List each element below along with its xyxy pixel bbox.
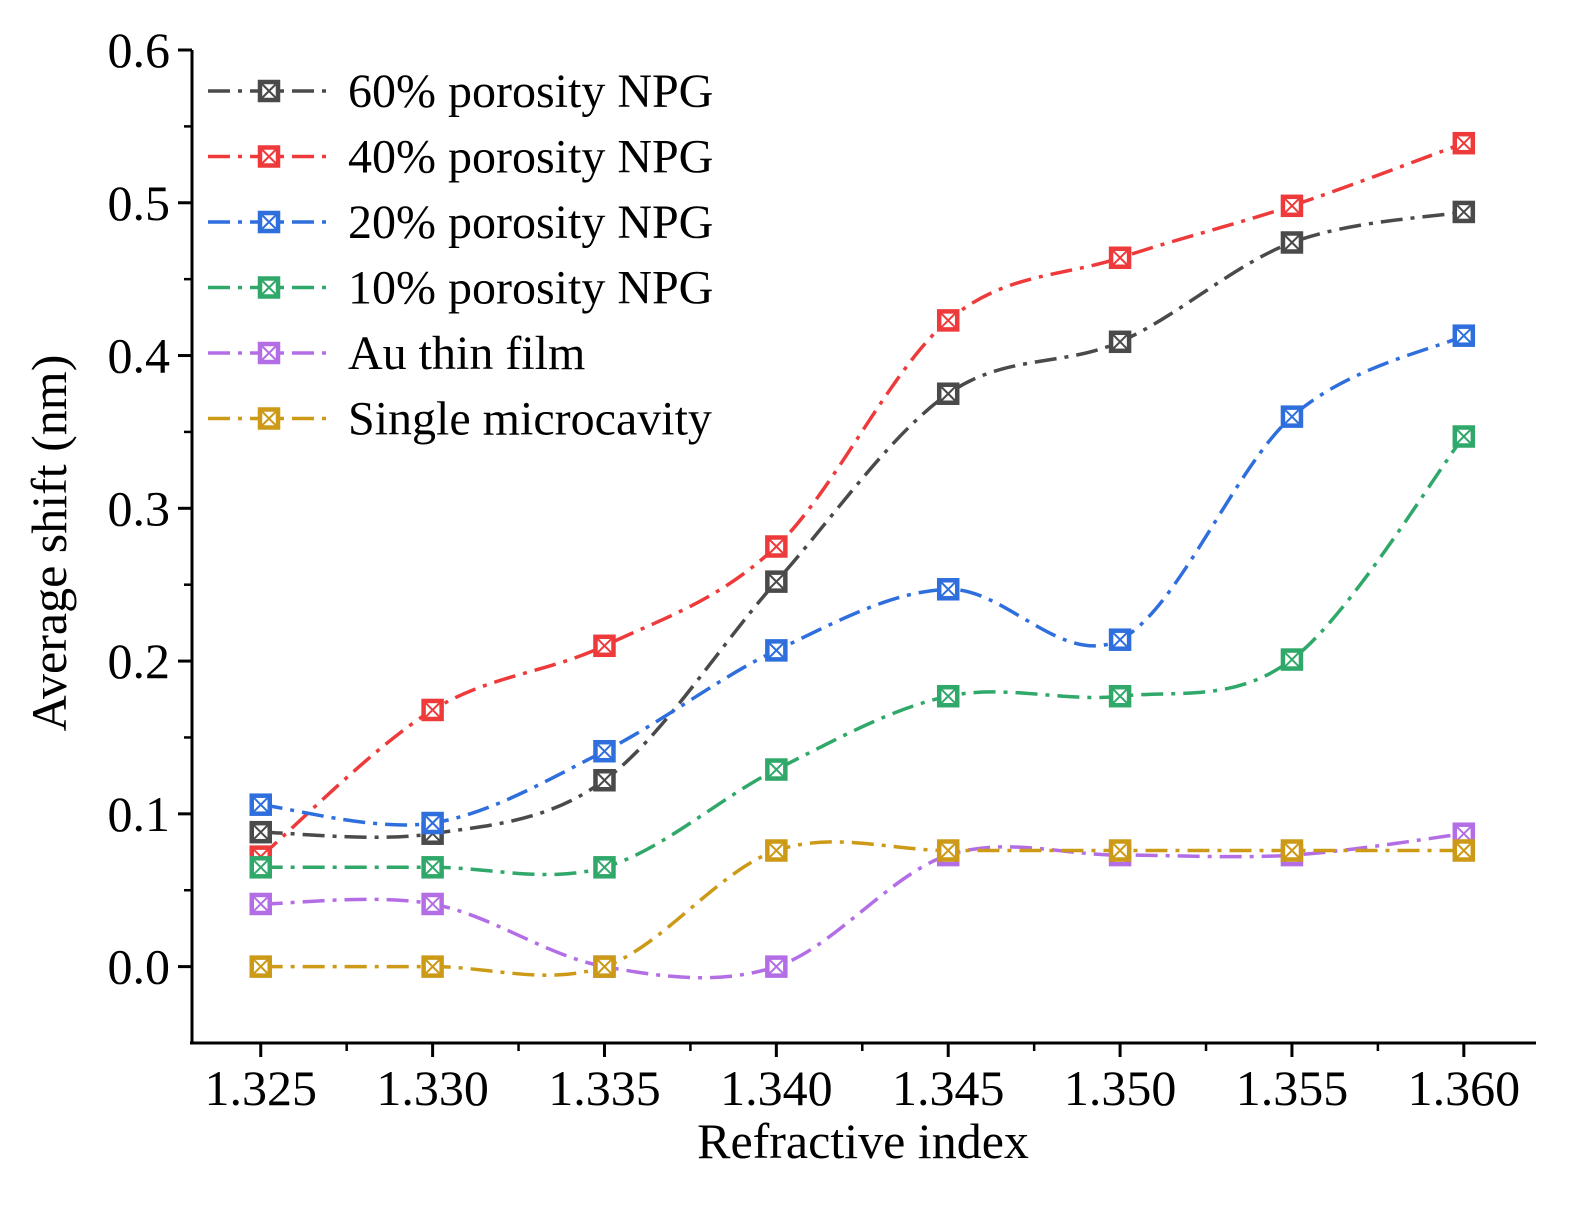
data-point bbox=[1108, 330, 1132, 354]
x-tick-label: 1.350 bbox=[1064, 1060, 1177, 1116]
data-point bbox=[765, 639, 788, 662]
data-point bbox=[1452, 200, 1476, 224]
legend-marker bbox=[257, 79, 281, 103]
data-point bbox=[1452, 425, 1476, 448]
data-point bbox=[249, 793, 272, 816]
data-point bbox=[1280, 648, 1304, 671]
legend-label: 10% porosity NPG bbox=[348, 262, 713, 315]
data-point bbox=[1280, 194, 1304, 218]
series-single-microcavity bbox=[249, 839, 1476, 978]
series-10-porosity-npg bbox=[249, 425, 1476, 879]
ticks-layer: 0.0 0.1 0.2 0.3 0.4 0.5 0.6 1.325 1.330 1.335 1.34… bbox=[108, 22, 1521, 1116]
x-tick-label: 1.355 bbox=[1236, 1060, 1349, 1116]
x-tick-label: 1.335 bbox=[548, 1060, 661, 1116]
data-point bbox=[936, 684, 960, 708]
data-point bbox=[1452, 324, 1476, 347]
series-line bbox=[260, 840, 1464, 977]
data-point bbox=[1108, 628, 1132, 651]
y-tick-label: 0.2 bbox=[108, 633, 171, 689]
data-point bbox=[1280, 231, 1304, 254]
legend-label: 40% porosity NPG bbox=[348, 131, 713, 184]
data-point bbox=[421, 811, 444, 835]
legend-item: 60% porosity NPG bbox=[208, 65, 713, 118]
data-point bbox=[936, 309, 960, 332]
legend-item: 40% porosity NPG bbox=[208, 131, 713, 184]
data-point bbox=[765, 758, 788, 781]
data-point bbox=[765, 955, 788, 978]
data-point bbox=[1108, 839, 1132, 862]
data-point bbox=[249, 955, 272, 978]
data-point bbox=[1280, 839, 1304, 862]
legend-item: 20% porosity NPG bbox=[208, 196, 713, 249]
legend-label: 60% porosity NPG bbox=[348, 65, 713, 118]
data-point bbox=[936, 578, 960, 601]
y-tick-label: 0.0 bbox=[108, 939, 171, 995]
series-60-porosity-npg bbox=[249, 200, 1476, 845]
y-tick-label: 0.3 bbox=[108, 480, 171, 536]
data-point bbox=[421, 955, 444, 978]
series-line bbox=[260, 210, 1465, 839]
y-tick-label: 0.6 bbox=[108, 22, 171, 78]
legend-item: Au thin film bbox=[208, 327, 585, 380]
legend-marker bbox=[257, 407, 281, 430]
legend-label: 20% porosity NPG bbox=[348, 196, 713, 249]
data-point bbox=[1452, 131, 1476, 155]
data-point bbox=[765, 570, 788, 593]
legend-item: 10% porosity NPG bbox=[208, 262, 713, 315]
data-point bbox=[936, 839, 960, 862]
data-point bbox=[1280, 405, 1304, 428]
x-tick-label: 1.360 bbox=[1408, 1060, 1521, 1116]
series-line bbox=[260, 334, 1465, 827]
data-point bbox=[249, 820, 272, 844]
x-axis-title: Refractive index bbox=[697, 1113, 1029, 1169]
data-point bbox=[421, 892, 444, 916]
series-40-porosity-npg bbox=[249, 131, 1476, 868]
data-point bbox=[936, 382, 960, 405]
series-20-porosity-npg bbox=[249, 324, 1476, 835]
legend-marker bbox=[257, 341, 281, 365]
y-tick-label: 0.5 bbox=[108, 175, 171, 231]
y-tick-label: 0.4 bbox=[108, 328, 171, 384]
x-tick-label: 1.330 bbox=[376, 1060, 489, 1116]
y-tick-label: 0.1 bbox=[108, 786, 171, 842]
legend-label: Au thin film bbox=[348, 327, 585, 380]
data-point bbox=[593, 739, 616, 763]
data-point bbox=[1108, 246, 1132, 270]
x-tick-label: 1.325 bbox=[204, 1060, 317, 1116]
data-point bbox=[249, 856, 272, 879]
data-point bbox=[593, 955, 616, 978]
data-point bbox=[593, 856, 616, 879]
legend-item: Single microcavity bbox=[208, 393, 712, 446]
series-line bbox=[259, 141, 1465, 858]
data-point bbox=[421, 698, 444, 722]
legend-marker bbox=[257, 276, 281, 299]
data-point bbox=[593, 768, 616, 792]
series-layer bbox=[249, 131, 1476, 980]
data-point bbox=[421, 856, 444, 879]
legend-marker bbox=[257, 145, 281, 168]
data-point bbox=[1452, 839, 1476, 862]
data-point bbox=[249, 892, 272, 916]
data-point bbox=[1108, 684, 1132, 708]
x-tick-label: 1.345 bbox=[892, 1060, 1005, 1116]
x-tick-label: 1.340 bbox=[720, 1060, 833, 1116]
data-point bbox=[765, 535, 788, 558]
legend-marker bbox=[257, 210, 281, 234]
series-line bbox=[260, 831, 1465, 980]
y-axis-title: Average shift (nm) bbox=[21, 355, 77, 732]
legend: 60% porosity NPG 40% porosity NPG 20% poro… bbox=[208, 65, 713, 446]
legend-label: Single microcavity bbox=[348, 393, 712, 446]
data-point bbox=[593, 634, 616, 658]
data-point bbox=[765, 839, 788, 862]
